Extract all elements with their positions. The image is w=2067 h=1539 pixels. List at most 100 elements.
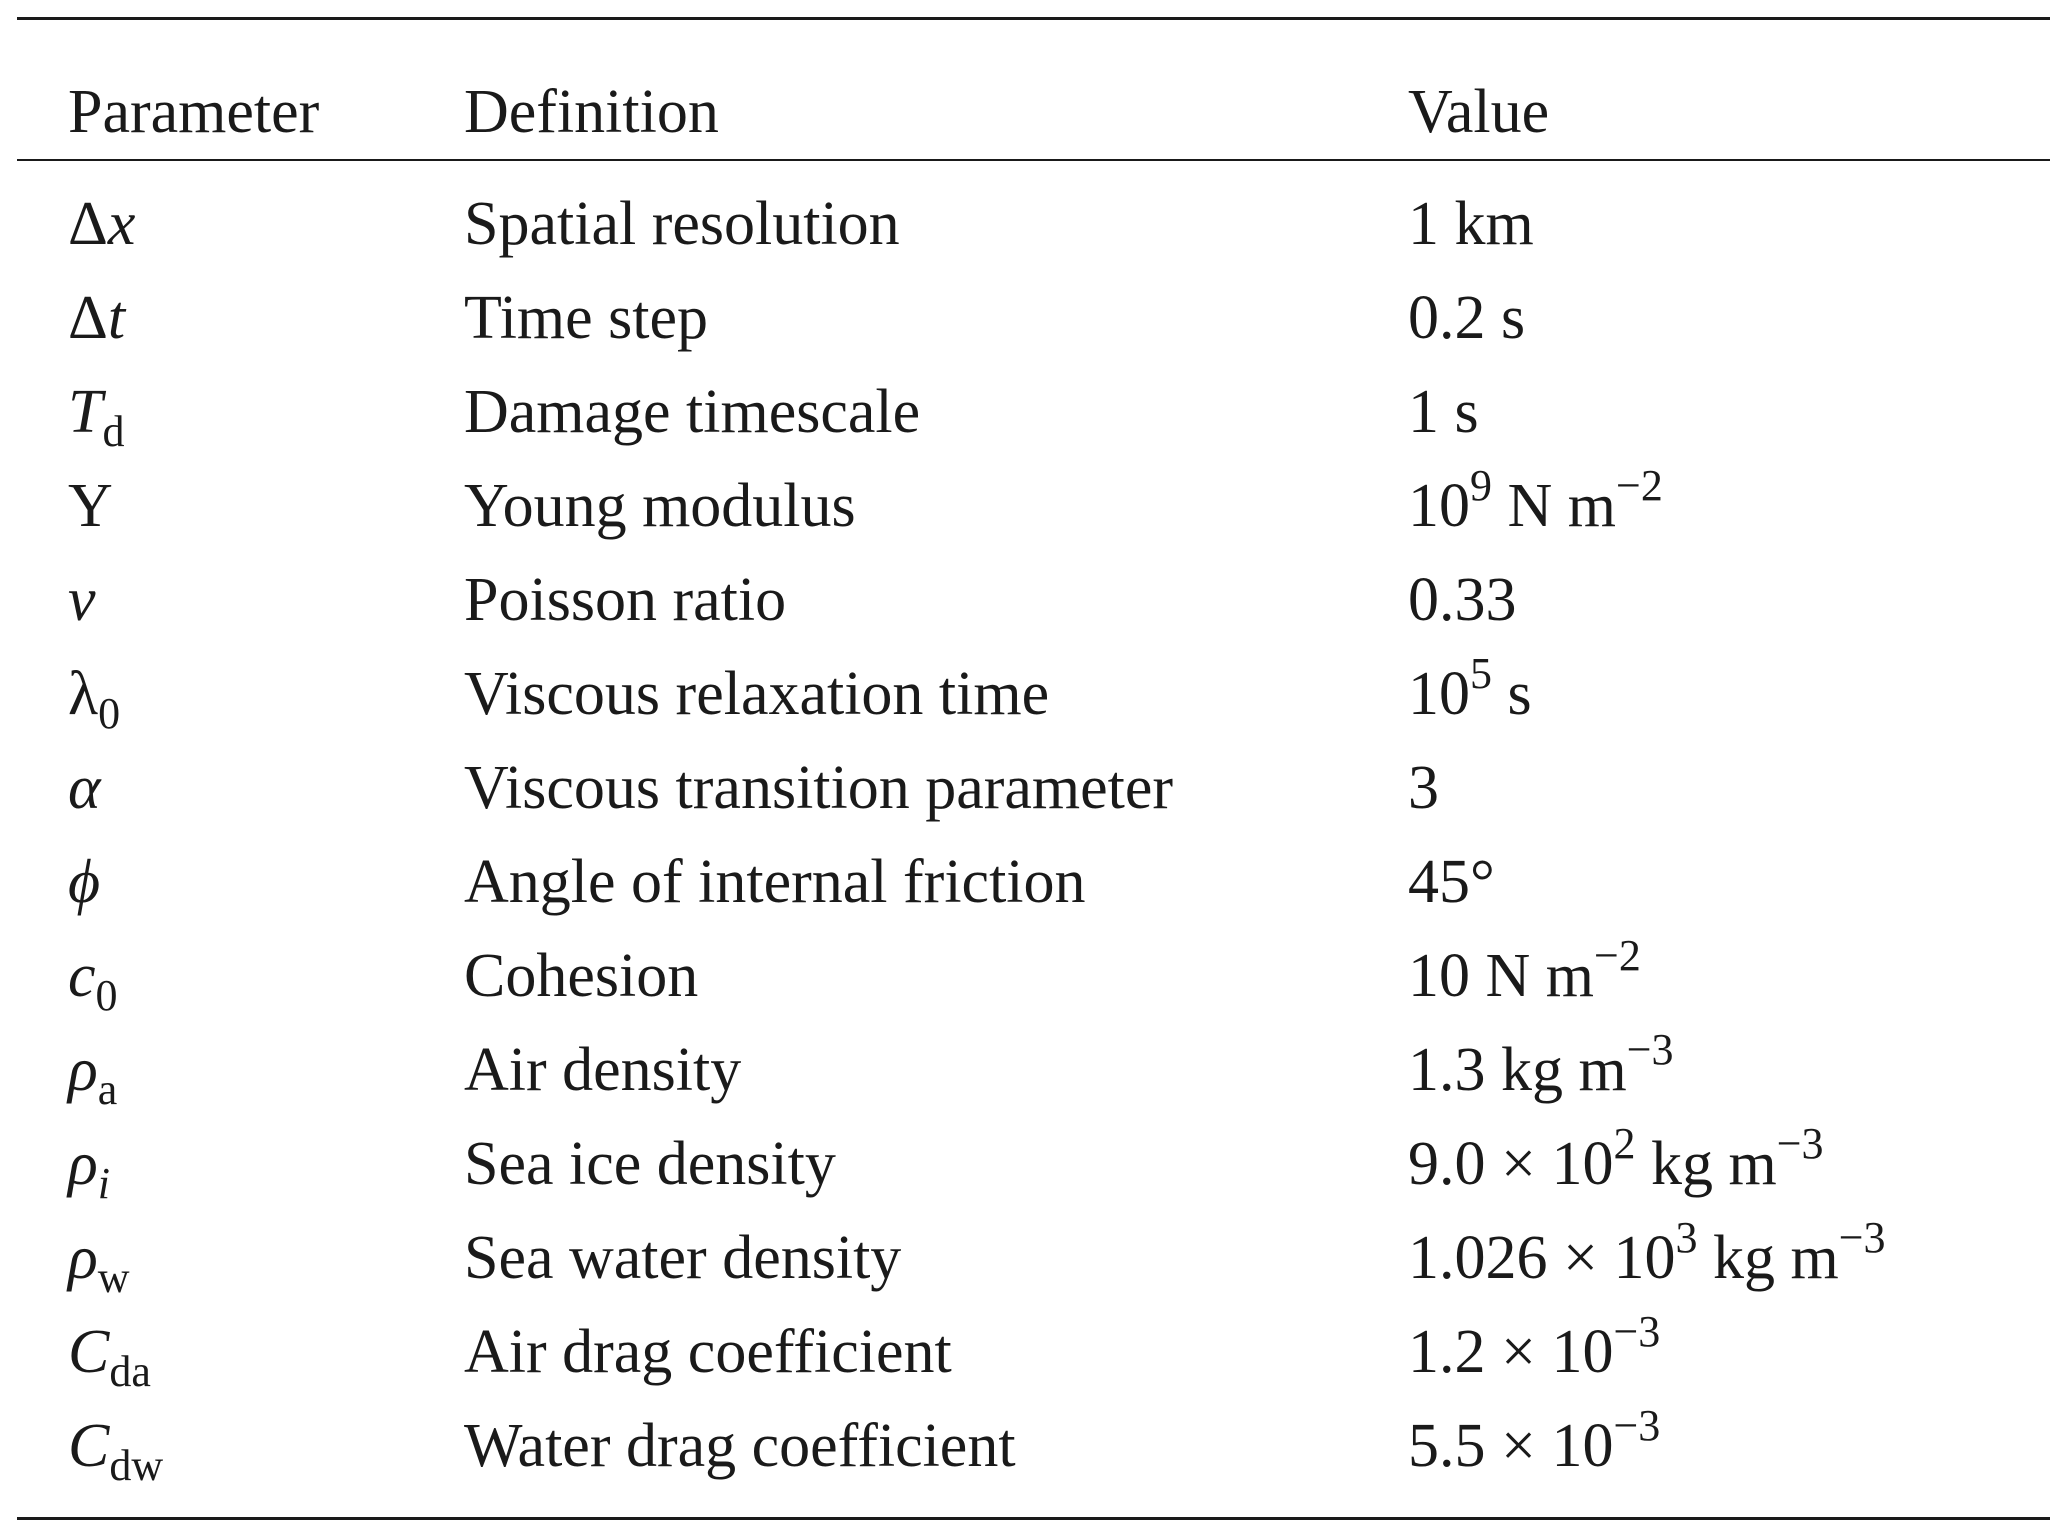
symbol-subscript: 0 bbox=[95, 971, 118, 1020]
bottom-rule bbox=[17, 1517, 2050, 1520]
symbol-base: ρ bbox=[68, 1130, 98, 1198]
table-row: ρa Air density 1.3 kg m−3 bbox=[0, 1023, 2067, 1117]
parameter-value: 0.2 s bbox=[1408, 271, 1525, 365]
parameter-definition: Viscous transition parameter bbox=[464, 754, 1174, 822]
symbol-base: C bbox=[68, 1318, 110, 1386]
parameter-definition: Young modulus bbox=[464, 472, 856, 540]
table-row: ρw Sea water density 1.026 × 103 kg m−3 bbox=[0, 1211, 2067, 1305]
symbol-base: ρ bbox=[68, 1036, 98, 1104]
value-text: 10 N m bbox=[1408, 942, 1594, 1010]
parameter-definition: Air density bbox=[464, 1036, 742, 1104]
symbol-base: λ bbox=[68, 660, 99, 728]
symbol-base: α bbox=[68, 754, 101, 822]
header-parameter: Parameter bbox=[68, 78, 320, 146]
parameter-symbol: Cda bbox=[68, 1305, 151, 1399]
parameter-symbol: ρi bbox=[68, 1117, 110, 1211]
parameter-symbol: λ0 bbox=[68, 647, 120, 741]
value-superscript: 9 bbox=[1470, 461, 1492, 510]
parameter-value: 9.0 × 102 kg m−3 bbox=[1408, 1117, 1824, 1211]
symbol-base: c bbox=[68, 942, 96, 1010]
parameter-value: 105 s bbox=[1408, 647, 1532, 741]
symbol-base: ν bbox=[68, 566, 96, 634]
table-header: Parameter Definition Value bbox=[0, 65, 2067, 159]
value-superscript: −2 bbox=[1616, 461, 1663, 510]
value-text: 1.2 × 10 bbox=[1408, 1318, 1614, 1386]
value-text: N m bbox=[1492, 472, 1617, 540]
symbol-base: Y bbox=[68, 472, 113, 540]
value-text: s bbox=[1492, 660, 1532, 728]
value-text: 3 bbox=[1408, 754, 1439, 822]
value-text: 10 bbox=[1408, 472, 1470, 540]
header-value: Value bbox=[1408, 78, 1550, 146]
symbol-base: T bbox=[68, 378, 103, 446]
parameter-value: 1 s bbox=[1408, 365, 1479, 459]
top-rule bbox=[17, 17, 2050, 20]
table-row: Cdw Water drag coefficient 5.5 × 10−3 bbox=[0, 1399, 2067, 1493]
value-superscript: −3 bbox=[1626, 1025, 1674, 1074]
parameter-symbol: ρw bbox=[68, 1211, 130, 1305]
table-row: Cda Air drag coefficient 1.2 × 10−3 bbox=[0, 1305, 2067, 1399]
symbol-subscript: a bbox=[97, 1065, 118, 1114]
symbol-subscript: i bbox=[97, 1159, 110, 1208]
value-superscript: −2 bbox=[1594, 931, 1641, 980]
parameter-definition: Cohesion bbox=[464, 942, 699, 1010]
parameter-definition: Poisson ratio bbox=[464, 566, 787, 634]
value-text: 0.2 s bbox=[1408, 284, 1526, 352]
parameter-definition: Spatial resolution bbox=[464, 190, 900, 258]
header-definition: Definition bbox=[464, 78, 719, 146]
parameter-symbol: α bbox=[68, 741, 101, 835]
table-row: ρi Sea ice density 9.0 × 102 kg m−3 bbox=[0, 1117, 2067, 1211]
table-row: ϕ Angle of internal friction 45° bbox=[0, 835, 2067, 929]
symbol-subscript: 0 bbox=[98, 689, 121, 738]
value-superscript: −3 bbox=[1838, 1213, 1886, 1262]
symbol-base: ϕ bbox=[68, 848, 101, 916]
parameter-symbol: Cdw bbox=[68, 1399, 163, 1493]
value-text: kg m bbox=[1697, 1224, 1839, 1292]
symbol-subscript: d bbox=[102, 407, 125, 456]
value-superscript: 3 bbox=[1675, 1213, 1698, 1262]
header-rule bbox=[17, 159, 2050, 161]
value-text: 1.3 kg m bbox=[1408, 1036, 1627, 1104]
symbol-base: x bbox=[107, 190, 136, 258]
value-text: 1.026 × 10 bbox=[1408, 1224, 1676, 1292]
table-row: Δx Spatial resolution 1 km bbox=[0, 177, 2067, 271]
parameter-value: 1.2 × 10−3 bbox=[1408, 1305, 1660, 1399]
symbol-subscript: da bbox=[109, 1347, 151, 1396]
parameter-definition: Sea ice density bbox=[464, 1130, 836, 1198]
value-text: 1 km bbox=[1408, 190, 1534, 258]
parameter-symbol: ϕ bbox=[68, 835, 100, 929]
value-superscript: 5 bbox=[1470, 649, 1492, 698]
table-row: ν Poisson ratio 0.33 bbox=[0, 553, 2067, 647]
parameter-definition: Viscous relaxation time bbox=[464, 660, 1050, 728]
symbol-base: Δ bbox=[68, 190, 108, 258]
parameter-symbol: Δt bbox=[68, 271, 125, 365]
parameter-definition: Damage timescale bbox=[464, 378, 921, 446]
table-row: Y Young modulus 109 N m−2 bbox=[0, 459, 2067, 553]
value-superscript: −3 bbox=[1776, 1119, 1824, 1168]
symbol-base: Δ bbox=[68, 284, 108, 352]
parameter-value: 0.33 bbox=[1408, 553, 1517, 647]
parameter-symbol: Δx bbox=[68, 177, 135, 271]
table-row: c0 Cohesion 10 N m−2 bbox=[0, 929, 2067, 1023]
symbol-base: ρ bbox=[68, 1224, 98, 1292]
parameter-symbol: Y bbox=[68, 459, 113, 553]
symbol-base: t bbox=[107, 284, 126, 352]
value-text: 9.0 × 10 bbox=[1408, 1130, 1614, 1198]
parameter-symbol: Td bbox=[68, 365, 124, 459]
parameter-definition: Sea water density bbox=[464, 1224, 902, 1292]
value-text: 45° bbox=[1408, 848, 1495, 916]
parameter-definition: Time step bbox=[464, 284, 709, 352]
value-superscript: 2 bbox=[1613, 1119, 1636, 1168]
parameter-value: 3 bbox=[1408, 741, 1439, 835]
parameter-value: 45° bbox=[1408, 835, 1495, 929]
value-text: 1 s bbox=[1408, 378, 1479, 446]
parameter-value: 1.026 × 103 kg m−3 bbox=[1408, 1211, 1886, 1305]
table-row: Td Damage timescale 1 s bbox=[0, 365, 2067, 459]
parameter-value: 109 N m−2 bbox=[1408, 459, 1663, 553]
table-row: Δt Time step 0.2 s bbox=[0, 271, 2067, 365]
value-text: 0.33 bbox=[1408, 566, 1517, 634]
symbol-subscript: w bbox=[97, 1253, 130, 1302]
table-row: λ0 Viscous relaxation time 105 s bbox=[0, 647, 2067, 741]
parameter-definition: Angle of internal friction bbox=[464, 848, 1086, 916]
parameter-symbol: ν bbox=[68, 553, 96, 647]
